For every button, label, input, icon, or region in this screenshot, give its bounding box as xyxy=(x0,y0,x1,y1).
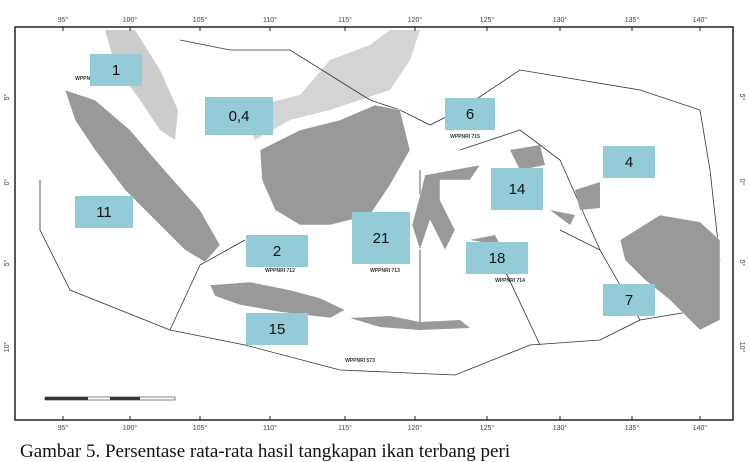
region-label: 18 xyxy=(489,250,506,267)
wpp-label: WPPNRI 573 xyxy=(345,358,375,364)
scale-bar xyxy=(45,397,88,400)
longitude-label: 105° xyxy=(193,424,208,432)
region-box xyxy=(246,313,308,345)
longitude-label: 120° xyxy=(408,16,423,24)
region-label: 1 xyxy=(112,62,120,79)
sulawesi xyxy=(411,164,481,251)
longitude-label: 130° xyxy=(553,16,568,24)
latitude-label: 10° xyxy=(3,342,11,353)
longitude-label: 110° xyxy=(263,424,277,432)
region-box xyxy=(603,284,655,316)
maluku-islands xyxy=(470,145,600,245)
latitude-label: 5° xyxy=(3,259,11,266)
latitude-label: 5° xyxy=(738,260,746,267)
longitude-label: 95° xyxy=(58,16,69,24)
region-box xyxy=(75,196,133,228)
region-label: 15 xyxy=(269,321,286,338)
longitude-label: 125° xyxy=(480,424,495,432)
longitude-label: 115° xyxy=(338,16,352,24)
region-label: 6 xyxy=(466,106,474,123)
longitude-label: 100° xyxy=(123,16,138,24)
latitude-label: 5° xyxy=(3,93,11,100)
nusa-tenggara xyxy=(350,316,470,330)
latitude-label: 10° xyxy=(738,342,746,353)
longitude-label: 110° xyxy=(263,16,277,24)
wpp-boundary xyxy=(39,39,721,376)
latitude-label: 5° xyxy=(738,94,746,101)
region-box xyxy=(205,97,273,135)
region-box xyxy=(491,168,543,210)
longitude-label: 95° xyxy=(58,424,69,432)
longitude-label: 100° xyxy=(123,424,138,432)
longitude-label: 140° xyxy=(693,16,708,24)
wpp-label: WPPNRI 714 xyxy=(495,278,525,284)
sumatra xyxy=(64,89,221,263)
region-box xyxy=(352,212,410,264)
region-label: 4 xyxy=(625,154,633,171)
longitude-label: 130° xyxy=(553,424,568,432)
region-box xyxy=(603,146,655,178)
longitude-label: 105° xyxy=(193,16,208,24)
kalimantan xyxy=(259,104,411,226)
north-borneo xyxy=(240,30,420,140)
region-label: 21 xyxy=(373,230,390,247)
region-label: 0,4 xyxy=(229,108,250,125)
latitude-label: 0° xyxy=(738,179,746,186)
longitude-label: 120° xyxy=(408,424,423,432)
java xyxy=(209,281,346,319)
region-box xyxy=(90,54,142,86)
region-box xyxy=(445,98,495,130)
longitude-label: 140° xyxy=(693,424,708,432)
region-label: 11 xyxy=(96,204,112,221)
caption: Gambar 5. Persentase rata-rata hasil tan… xyxy=(20,441,511,462)
region-label: 2 xyxy=(273,243,281,260)
longitude-label: 115° xyxy=(338,424,352,432)
wpp-label: WPPNRI 713 xyxy=(370,268,400,274)
papua xyxy=(619,214,721,331)
region-box xyxy=(246,235,308,267)
longitude-label: 125° xyxy=(480,16,495,24)
longitude-label: 135° xyxy=(625,424,640,432)
wpp-label: WPPNRI 715 xyxy=(450,134,480,140)
map: 95°95°100°100°105°105°110°110°115°115°12… xyxy=(3,16,746,432)
longitude-label: 135° xyxy=(625,16,640,24)
scale-bar xyxy=(110,397,140,400)
latitude-label: 0° xyxy=(3,178,11,185)
wpp-label: WPPNRI 712 xyxy=(265,268,295,274)
region-label: 7 xyxy=(625,292,633,309)
region-box xyxy=(466,242,528,274)
region-label: 14 xyxy=(509,181,526,198)
